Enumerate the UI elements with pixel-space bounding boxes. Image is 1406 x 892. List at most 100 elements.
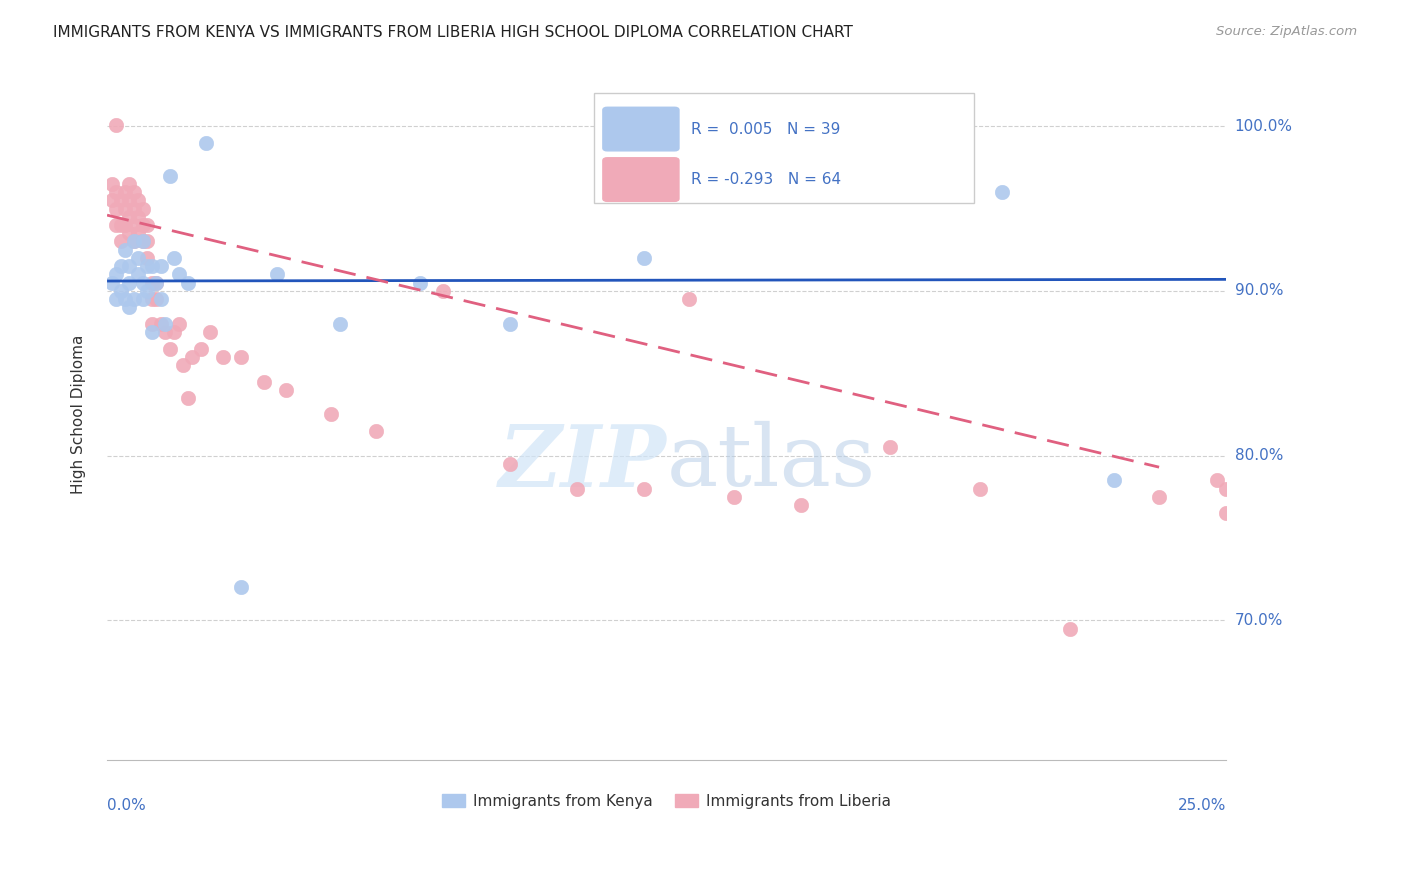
Text: 90.0%: 90.0%	[1234, 284, 1284, 299]
Point	[127, 268, 149, 282]
Point	[253, 375, 276, 389]
Point	[105, 218, 128, 232]
Point	[167, 317, 190, 331]
Point	[969, 482, 991, 496]
Point	[127, 251, 149, 265]
Point	[432, 284, 454, 298]
Point	[114, 202, 136, 216]
Point	[364, 424, 387, 438]
Point	[1215, 506, 1237, 520]
Point	[118, 226, 141, 240]
Point	[114, 218, 136, 232]
Point	[105, 185, 128, 199]
FancyBboxPatch shape	[603, 107, 679, 151]
Point	[212, 350, 235, 364]
Point	[790, 177, 813, 191]
Point	[319, 408, 342, 422]
Point	[110, 259, 132, 273]
Point	[145, 276, 167, 290]
Point	[1104, 474, 1126, 488]
Text: 80.0%: 80.0%	[1234, 448, 1282, 463]
Point	[276, 383, 298, 397]
Point	[499, 457, 522, 471]
Point	[110, 235, 132, 249]
Point	[136, 251, 159, 265]
Point	[159, 342, 181, 356]
Point	[149, 292, 172, 306]
Point	[176, 276, 198, 290]
Point	[127, 226, 149, 240]
Point	[141, 317, 163, 331]
Point	[118, 210, 141, 224]
Point	[1059, 622, 1081, 636]
Point	[114, 292, 136, 306]
Legend: Immigrants from Kenya, Immigrants from Liberia: Immigrants from Kenya, Immigrants from L…	[436, 788, 897, 815]
Text: 0.0%: 0.0%	[107, 798, 146, 814]
Point	[141, 276, 163, 290]
Point	[172, 358, 194, 372]
Point	[141, 259, 163, 273]
Point	[163, 325, 186, 339]
Text: R = -0.293   N = 64: R = -0.293 N = 64	[692, 172, 841, 187]
Text: ZIP: ZIP	[499, 421, 666, 505]
Point	[136, 218, 159, 232]
Text: R =  0.005   N = 39: R = 0.005 N = 39	[692, 121, 841, 136]
Point	[145, 292, 167, 306]
Point	[149, 317, 172, 331]
Point	[155, 325, 177, 339]
Point	[122, 235, 145, 249]
Point	[141, 325, 163, 339]
Point	[114, 185, 136, 199]
Point	[190, 342, 212, 356]
Point	[633, 251, 655, 265]
Point	[879, 441, 901, 455]
Point	[127, 210, 149, 224]
Point	[122, 218, 145, 232]
Point	[105, 292, 128, 306]
Point	[132, 235, 155, 249]
Point	[163, 251, 186, 265]
Point	[633, 482, 655, 496]
Text: 70.0%: 70.0%	[1234, 613, 1282, 628]
Point	[145, 276, 167, 290]
Point	[127, 194, 149, 208]
Point	[194, 136, 217, 150]
Point	[118, 276, 141, 290]
Point	[132, 292, 155, 306]
Point	[114, 243, 136, 257]
Point	[110, 218, 132, 232]
Point	[231, 581, 253, 595]
Point	[155, 317, 177, 331]
Point	[499, 317, 522, 331]
Point	[409, 276, 432, 290]
Point	[105, 268, 128, 282]
Point	[122, 292, 145, 306]
Point	[100, 276, 122, 290]
Point	[118, 194, 141, 208]
Point	[136, 259, 159, 273]
Point	[100, 194, 122, 208]
Point	[132, 202, 155, 216]
Point	[149, 259, 172, 273]
Point	[118, 259, 141, 273]
Point	[723, 490, 745, 504]
Text: 25.0%: 25.0%	[1178, 798, 1226, 814]
Point	[266, 268, 288, 282]
Point	[132, 276, 155, 290]
Point	[176, 391, 198, 405]
Point	[132, 235, 155, 249]
Point	[118, 301, 141, 315]
Y-axis label: High School Diploma: High School Diploma	[72, 334, 86, 494]
Point	[136, 235, 159, 249]
Text: Source: ZipAtlas.com: Source: ZipAtlas.com	[1216, 25, 1357, 38]
Point	[1147, 490, 1170, 504]
Point	[231, 350, 253, 364]
Point	[159, 169, 181, 183]
Point	[141, 292, 163, 306]
Point	[181, 350, 204, 364]
Text: IMMIGRANTS FROM KENYA VS IMMIGRANTS FROM LIBERIA HIGH SCHOOL DIPLOMA CORRELATION: IMMIGRANTS FROM KENYA VS IMMIGRANTS FROM…	[53, 25, 853, 40]
Point	[1215, 482, 1237, 496]
Text: atlas: atlas	[666, 421, 876, 505]
Point	[105, 118, 128, 132]
Point	[110, 284, 132, 298]
